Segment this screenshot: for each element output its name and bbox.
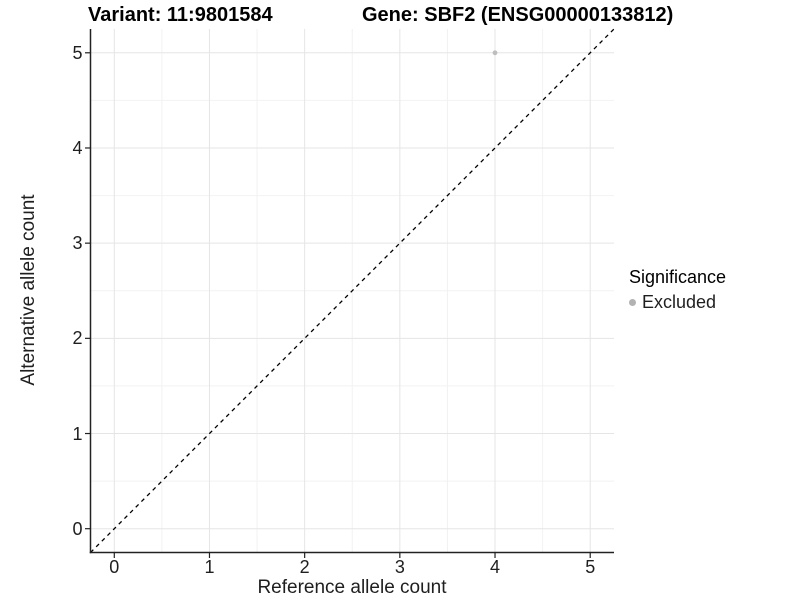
gene-title: Gene: SBF2 (ENSG00000133812) xyxy=(362,4,674,26)
legend-entry-label: Excluded xyxy=(642,292,717,312)
variant-title: Variant: 11:9801584 xyxy=(88,4,273,26)
x-tick-label: 3 xyxy=(394,557,405,577)
x-tick-label: 5 xyxy=(585,557,596,577)
x-tick-label: 1 xyxy=(204,557,215,577)
y-tick-label: 1 xyxy=(72,423,83,444)
legend: Significance Excluded xyxy=(629,266,726,313)
x-tick-label: 0 xyxy=(109,557,120,577)
y-tick-label: 5 xyxy=(72,42,83,63)
y-tick-label: 0 xyxy=(72,518,83,539)
data-point xyxy=(492,50,498,56)
y-tick-label: 3 xyxy=(72,233,83,254)
x-tick-label: 2 xyxy=(299,557,310,577)
legend-point-icon xyxy=(629,298,636,306)
y-tick-label: 2 xyxy=(72,328,83,349)
legend-entry-excluded: Excluded xyxy=(629,291,726,313)
x-tick-label: 4 xyxy=(490,557,501,577)
identity-line xyxy=(90,28,615,553)
x-axis-title: Reference allele count xyxy=(257,577,447,598)
y-axis-title: Alternative allele count xyxy=(18,194,39,386)
legend-title: Significance xyxy=(629,267,727,287)
y-tick-label: 4 xyxy=(72,137,83,158)
